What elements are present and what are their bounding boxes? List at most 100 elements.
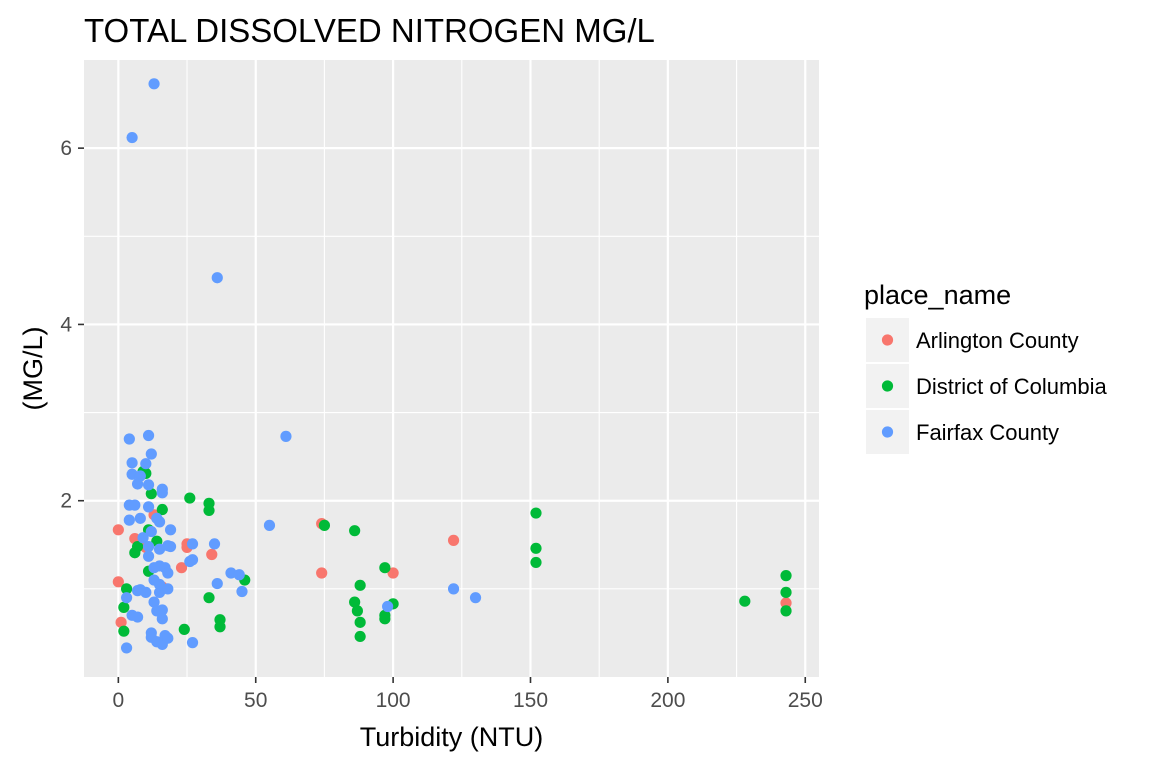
x-axis-title: Turbidity (NTU) — [360, 722, 544, 752]
data-point-fairfax-county — [469, 592, 482, 604]
data-point-fairfax-county — [129, 499, 141, 511]
data-point-district-of-columbia — [349, 596, 361, 608]
x-tick-label: 200 — [650, 689, 685, 712]
x-tick-label: 50 — [244, 689, 267, 712]
data-point-arlington-county — [175, 562, 188, 574]
data-point-arlington-county — [316, 567, 328, 579]
data-point-fairfax-county — [131, 611, 144, 623]
data-point-fairfax-county — [145, 525, 157, 538]
data-point-fairfax-county — [148, 78, 160, 90]
y-tick-label: 4 — [60, 313, 72, 336]
chart-title: TOTAL DISSOLVED NITROGEN MG/L — [84, 12, 655, 49]
data-point-district-of-columbia — [178, 623, 190, 636]
legend-marker-district-of-columbia — [881, 380, 894, 392]
legend-items: Arlington County District of Columbia Fair… — [866, 318, 1107, 454]
data-point-district-of-columbia — [354, 616, 366, 628]
data-point-fairfax-county — [120, 642, 133, 654]
data-point-arlington-county — [780, 597, 792, 609]
data-point-fairfax-county — [140, 586, 152, 598]
data-point-fairfax-county — [280, 430, 292, 442]
legend-title: place_name — [864, 280, 1011, 310]
data-point-district-of-columbia — [354, 579, 366, 591]
data-point-district-of-columbia — [530, 507, 542, 519]
data-point-district-of-columbia — [156, 503, 168, 516]
y-axis-title: (MG/L) — [18, 327, 48, 411]
data-point-fairfax-county — [186, 637, 199, 649]
legend: place_name Arlington County District of C… — [864, 280, 1107, 454]
data-point-fairfax-county — [131, 478, 144, 490]
data-point-fairfax-county — [153, 516, 166, 528]
data-point-district-of-columbia — [351, 605, 363, 617]
data-point-fairfax-county — [382, 600, 394, 613]
data-point-fairfax-county — [123, 433, 135, 445]
data-point-district-of-columbia — [780, 605, 792, 617]
data-point-district-of-columbia — [530, 542, 542, 554]
data-point-fairfax-county — [156, 613, 168, 625]
legend-marker-arlington-county — [881, 334, 894, 346]
data-point-fairfax-county — [447, 583, 460, 595]
legend-label-arlington-county: Arlington County — [916, 328, 1079, 353]
plot-panel — [84, 60, 819, 677]
data-point-arlington-county — [115, 616, 127, 628]
data-point-district-of-columbia — [131, 540, 144, 553]
y-axis: 2 4 6 — [60, 137, 84, 513]
data-point-fairfax-county — [156, 604, 168, 616]
data-point-fairfax-county — [148, 596, 160, 608]
data-point-district-of-columbia — [203, 504, 215, 517]
x-axis: 0 50 100 150 200 250 — [113, 677, 823, 712]
data-point-district-of-columbia — [379, 613, 391, 625]
x-tick-label: 0 — [113, 689, 125, 712]
data-point-district-of-columbia — [120, 583, 133, 595]
legend-label-district-of-columbia: District of Columbia — [916, 374, 1107, 399]
data-point-fairfax-county — [142, 429, 155, 442]
y-tick-label: 6 — [60, 137, 72, 160]
data-point-district-of-columbia — [780, 570, 792, 582]
data-point-arlington-county — [447, 534, 460, 546]
x-tick-label: 100 — [376, 689, 411, 712]
data-point-arlington-county — [387, 567, 399, 579]
data-point-district-of-columbia — [184, 492, 196, 504]
data-point-district-of-columbia — [118, 625, 130, 637]
data-point-fairfax-county — [263, 519, 276, 531]
data-point-fairfax-county — [134, 512, 146, 524]
data-point-fairfax-county — [164, 524, 177, 536]
data-point-arlington-county — [112, 576, 124, 588]
data-point-fairfax-county — [211, 577, 223, 590]
data-point-district-of-columbia — [145, 488, 157, 500]
data-point-arlington-county — [206, 548, 218, 561]
data-points — [112, 78, 792, 654]
data-point-fairfax-county — [233, 569, 245, 581]
data-point-fairfax-county — [208, 538, 221, 550]
data-point-fairfax-county — [123, 514, 135, 526]
data-point-fairfax-county — [145, 448, 157, 460]
data-point-district-of-columbia — [354, 630, 366, 643]
data-point-fairfax-county — [156, 487, 168, 499]
data-point-district-of-columbia — [118, 601, 130, 613]
data-point-fairfax-county — [153, 578, 166, 591]
data-point-fairfax-county — [142, 479, 155, 491]
data-point-fairfax-county — [236, 585, 248, 598]
data-point-district-of-columbia — [203, 592, 215, 604]
x-tick-label: 250 — [788, 689, 823, 712]
data-point-district-of-columbia — [214, 621, 226, 633]
data-point-district-of-columbia — [349, 525, 361, 537]
data-point-district-of-columbia — [530, 556, 542, 569]
data-point-fairfax-county — [162, 567, 174, 579]
data-point-fairfax-county — [142, 501, 155, 513]
data-point-fairfax-county — [211, 272, 223, 284]
data-point-district-of-columbia — [318, 519, 331, 531]
data-point-fairfax-county — [140, 458, 152, 470]
data-point-district-of-columbia — [780, 586, 792, 598]
data-point-fairfax-county — [120, 592, 133, 604]
x-tick-label: 150 — [513, 689, 548, 712]
y-tick-label: 2 — [60, 490, 72, 513]
minor-gridlines — [84, 60, 819, 677]
data-point-fairfax-county — [162, 632, 174, 644]
data-point-district-of-columbia — [379, 562, 391, 574]
data-point-fairfax-county — [142, 550, 155, 562]
data-point-district-of-columbia — [739, 595, 751, 607]
data-point-fairfax-county — [126, 131, 138, 144]
legend-marker-fairfax-county — [881, 426, 894, 438]
data-point-fairfax-county — [162, 583, 174, 595]
